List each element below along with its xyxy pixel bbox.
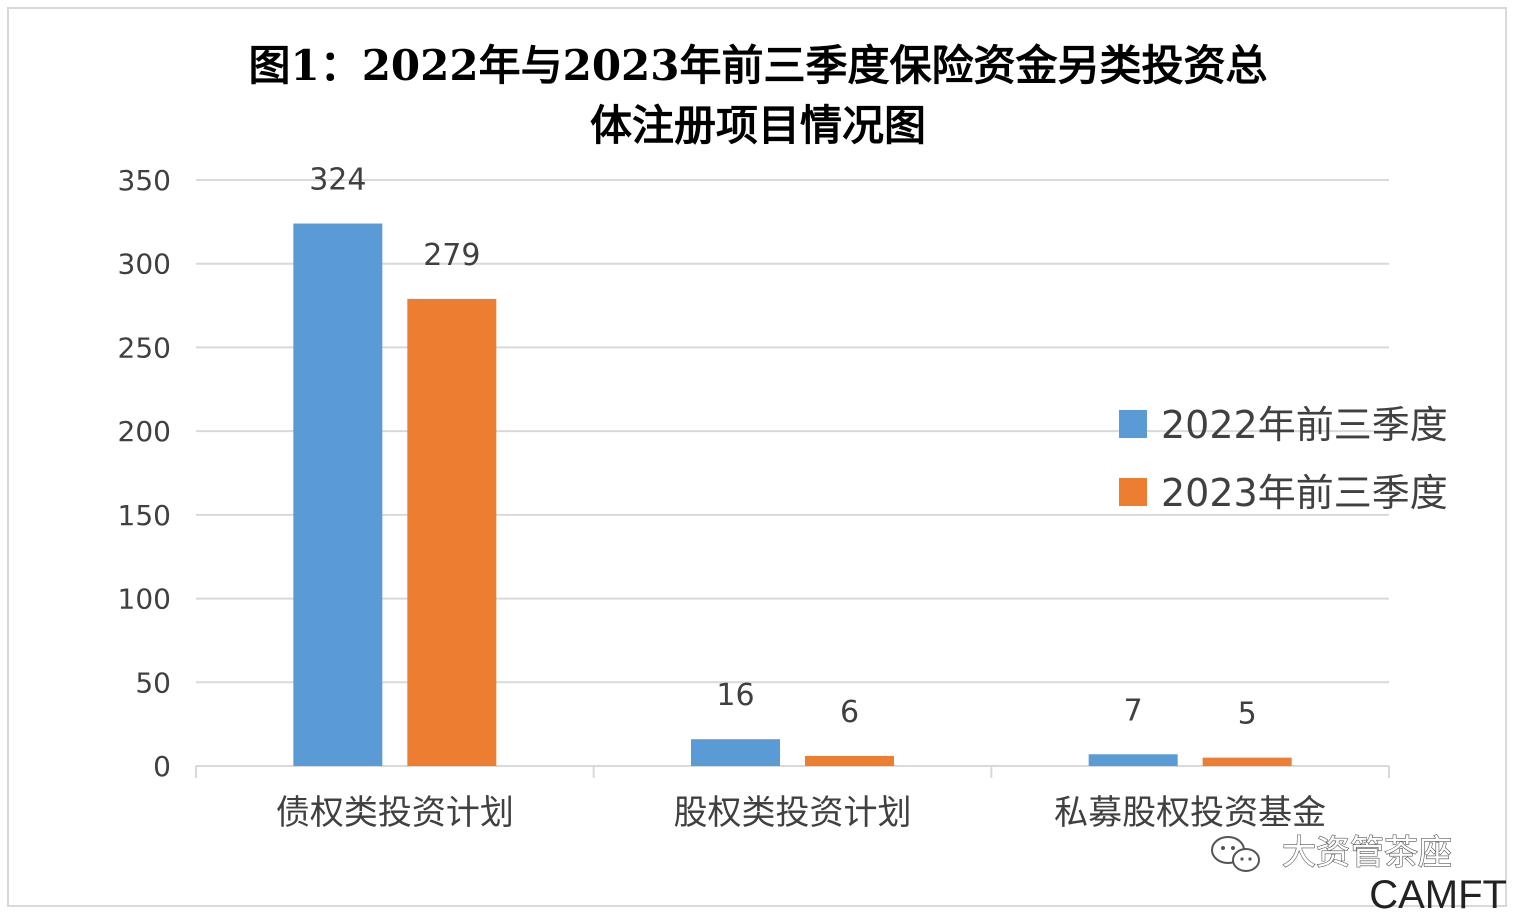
data-label: 16 [716, 678, 754, 713]
category-label: 私募股权投资基金 [1054, 793, 1326, 833]
bar [805, 755, 894, 766]
bar [691, 739, 780, 766]
bar [407, 298, 497, 766]
data-label: 279 [423, 238, 480, 273]
data-labels: 324 279 16 6 7 5 [309, 163, 1257, 732]
chart-title-line-2: 体注册项目情况图 [590, 101, 926, 150]
watermark-brand: CAMFT [1369, 873, 1507, 915]
data-label: 7 [1124, 693, 1143, 728]
bar [1088, 754, 1178, 766]
y-tick-label: 200 [118, 415, 171, 448]
chart-title-line-1: 图1：2022年与2023年前三季度保险资金另类投资总 [248, 41, 1267, 90]
category-label: 股权类投资计划 [674, 793, 912, 833]
wechat-icon [1211, 836, 1260, 872]
data-label: 5 [1238, 697, 1257, 732]
category-label: 债权类投资计划 [276, 793, 514, 833]
watermark: 大资管茶座 CAMFT [1211, 832, 1507, 915]
chart-title: 图1：2022年与2023年前三季度保险资金另类投资总 体注册项目情况图 [248, 41, 1267, 150]
legend-swatch [1119, 410, 1147, 438]
legend-label: 2023年前三季度 [1161, 471, 1448, 515]
y-tick-label: 50 [135, 666, 171, 699]
y-tick-label: 300 [118, 248, 171, 281]
y-tick-label: 250 [118, 331, 171, 364]
gridlines [196, 179, 1389, 684]
bar [1202, 757, 1292, 766]
category-labels: 债权类投资计划 股权类投资计划 私募股权投资基金 [276, 793, 1326, 833]
bar [293, 223, 383, 766]
legend: 2022年前三季度 2023年前三季度 [1119, 403, 1448, 515]
y-tick-label: 100 [118, 583, 171, 616]
legend-swatch [1119, 478, 1147, 506]
legend-label: 2022年前三季度 [1161, 403, 1448, 447]
watermark-text: 大资管茶座 [1282, 833, 1452, 873]
data-label: 324 [309, 163, 366, 198]
data-label: 6 [840, 695, 859, 730]
y-tick-label: 350 [118, 164, 171, 197]
bars [293, 223, 1292, 766]
y-tick-label: 150 [118, 499, 171, 532]
x-axis [195, 765, 1390, 778]
y-axis-tick-labels: 0 50 100 150 200 250 300 350 [118, 164, 171, 783]
y-tick-label: 0 [153, 750, 171, 783]
